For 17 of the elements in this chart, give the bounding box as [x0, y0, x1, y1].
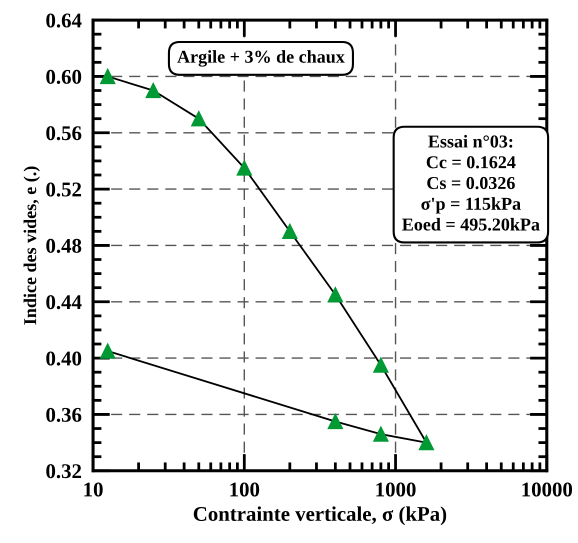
y-tick-label: 0.48: [46, 238, 82, 253]
y-tick-label: 0.56: [46, 126, 82, 140]
x-tick-label: 1000: [376, 482, 416, 497]
y-tick-label: 0.60: [46, 70, 82, 84]
y-tick-label: 0.52: [46, 182, 82, 197]
y-tick-label: 0.32: [46, 464, 82, 478]
x-tick-label: 10000: [522, 482, 572, 497]
y-tick-label: 0.40: [46, 351, 82, 366]
x-axis-title: Contrainte verticale, σ (kPa): [194, 506, 446, 526]
y-axis-title: Indice des vides, e (.): [24, 166, 40, 325]
annotation: Argile + 3% de chaux: [177, 50, 345, 67]
y-tick-label: 0.64: [46, 13, 82, 28]
annotation: Essai n°03: Cc = 0.1624 Cs = 0.0326 σ'p = 115kPa Eoed = 495.20kPa: [402, 134, 540, 231]
y-tick-label: 0.36: [46, 408, 82, 422]
x-tick-label: 10: [84, 482, 103, 497]
y-tick-label: 0.44: [46, 295, 82, 310]
x-tick-label: 100: [230, 482, 260, 497]
